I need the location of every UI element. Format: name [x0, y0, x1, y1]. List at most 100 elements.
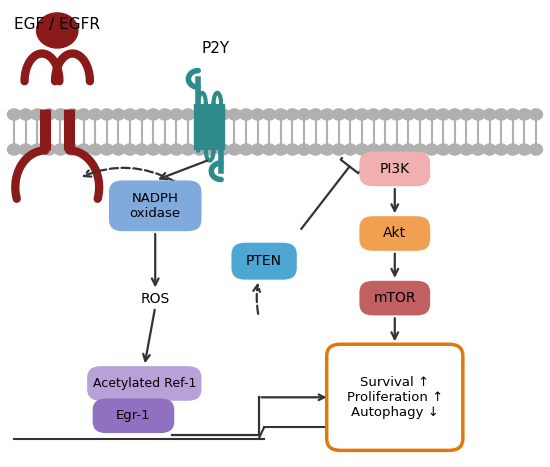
FancyBboxPatch shape — [359, 216, 430, 251]
Circle shape — [147, 109, 159, 120]
Text: Acetylated Ref-1: Acetylated Ref-1 — [92, 377, 196, 390]
Circle shape — [425, 144, 438, 155]
FancyBboxPatch shape — [92, 398, 174, 433]
Circle shape — [239, 109, 252, 120]
Circle shape — [124, 109, 136, 120]
Text: EGF / EGFR: EGF / EGFR — [14, 17, 100, 32]
Text: Survival ↑
Proliferation ↑
Autophagy ↓: Survival ↑ Proliferation ↑ Autophagy ↓ — [346, 376, 443, 419]
Circle shape — [182, 144, 195, 155]
Circle shape — [228, 144, 241, 155]
Circle shape — [402, 109, 415, 120]
FancyArrowPatch shape — [392, 189, 398, 211]
Circle shape — [483, 109, 496, 120]
Circle shape — [228, 109, 241, 120]
Circle shape — [390, 144, 403, 155]
Circle shape — [332, 109, 345, 120]
Circle shape — [65, 109, 79, 120]
Circle shape — [298, 109, 311, 120]
Circle shape — [309, 144, 322, 155]
Circle shape — [158, 109, 172, 120]
Circle shape — [309, 109, 322, 120]
Circle shape — [205, 109, 218, 120]
Circle shape — [321, 109, 334, 120]
Circle shape — [182, 109, 195, 120]
Text: NADPH
oxidase: NADPH oxidase — [130, 192, 181, 220]
Circle shape — [100, 109, 113, 120]
Circle shape — [100, 144, 113, 155]
FancyArrowPatch shape — [143, 310, 155, 361]
Circle shape — [170, 144, 183, 155]
FancyArrowPatch shape — [152, 234, 158, 285]
Circle shape — [31, 144, 44, 155]
Circle shape — [205, 144, 218, 155]
Circle shape — [344, 109, 357, 120]
Circle shape — [263, 109, 276, 120]
Circle shape — [124, 144, 136, 155]
Circle shape — [378, 144, 392, 155]
FancyArrowPatch shape — [160, 161, 207, 179]
Circle shape — [77, 109, 90, 120]
Text: PI3K: PI3K — [379, 162, 410, 176]
Circle shape — [135, 109, 148, 120]
Circle shape — [530, 109, 542, 120]
Circle shape — [355, 109, 368, 120]
Circle shape — [42, 109, 56, 120]
Circle shape — [518, 109, 531, 120]
Circle shape — [89, 144, 102, 155]
Circle shape — [437, 144, 450, 155]
Circle shape — [65, 144, 79, 155]
Circle shape — [367, 109, 380, 120]
Circle shape — [263, 144, 276, 155]
Circle shape — [483, 144, 496, 155]
FancyBboxPatch shape — [359, 152, 430, 186]
FancyBboxPatch shape — [87, 366, 201, 401]
Circle shape — [506, 144, 519, 155]
FancyBboxPatch shape — [359, 281, 430, 315]
Circle shape — [437, 109, 450, 120]
Circle shape — [193, 144, 206, 155]
FancyBboxPatch shape — [232, 243, 297, 280]
Circle shape — [344, 144, 357, 155]
Circle shape — [448, 109, 461, 120]
Circle shape — [216, 109, 229, 120]
Circle shape — [414, 109, 426, 120]
Circle shape — [251, 144, 264, 155]
Circle shape — [321, 144, 334, 155]
Text: PTEN: PTEN — [246, 254, 282, 268]
Circle shape — [494, 144, 508, 155]
Circle shape — [425, 109, 438, 120]
Circle shape — [355, 144, 368, 155]
Circle shape — [402, 144, 415, 155]
Circle shape — [448, 144, 461, 155]
Circle shape — [471, 144, 485, 155]
Circle shape — [19, 144, 32, 155]
Circle shape — [170, 109, 183, 120]
Circle shape — [19, 109, 32, 120]
Circle shape — [286, 144, 299, 155]
Circle shape — [460, 109, 473, 120]
Text: mTOR: mTOR — [373, 291, 416, 305]
Circle shape — [42, 144, 56, 155]
Circle shape — [471, 109, 485, 120]
Circle shape — [112, 144, 125, 155]
Circle shape — [31, 109, 44, 120]
Circle shape — [77, 144, 90, 155]
Circle shape — [530, 144, 542, 155]
Circle shape — [390, 109, 403, 120]
Circle shape — [54, 109, 67, 120]
Circle shape — [332, 144, 345, 155]
Circle shape — [494, 109, 508, 120]
FancyArrowPatch shape — [392, 318, 398, 339]
Circle shape — [367, 144, 380, 155]
Circle shape — [414, 144, 426, 155]
Circle shape — [274, 144, 287, 155]
Circle shape — [506, 109, 519, 120]
Circle shape — [378, 109, 392, 120]
Text: Egr-1: Egr-1 — [116, 409, 151, 422]
Circle shape — [135, 144, 148, 155]
FancyArrowPatch shape — [84, 168, 174, 181]
Circle shape — [216, 144, 229, 155]
FancyBboxPatch shape — [327, 344, 463, 450]
Circle shape — [239, 144, 252, 155]
Circle shape — [193, 109, 206, 120]
